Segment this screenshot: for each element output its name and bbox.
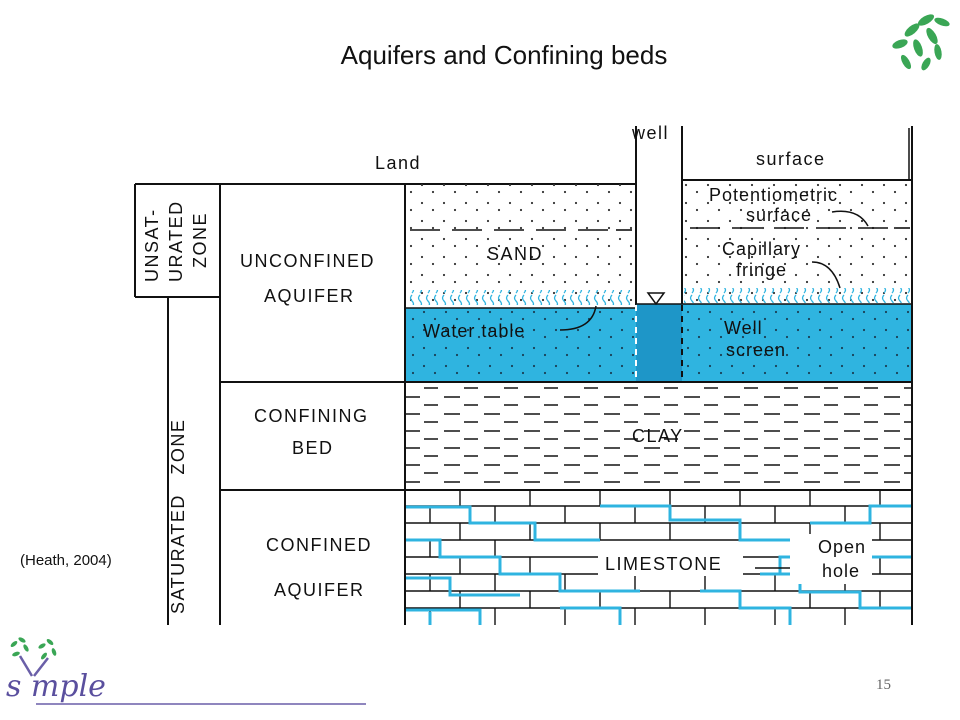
well-screen-label-2: screen [726, 340, 786, 360]
capillary-label-1: Capillary [722, 239, 801, 259]
svg-text:URATED: URATED [166, 200, 186, 282]
slide-title: Aquifers and Confining beds [340, 40, 668, 70]
unsaturated-zone-label: UNSAT- URATED ZONE [142, 200, 210, 282]
confined-aquifer-label-2: AQUIFER [274, 580, 365, 600]
clay-layer [405, 382, 912, 490]
capillary-fringe-right [684, 288, 910, 303]
well-screen-label-1: Well [724, 318, 763, 338]
limestone-label: LIMESTONE [605, 554, 722, 574]
citation-text: (Heath, 2004) [20, 552, 112, 569]
surface-label: surface [756, 149, 826, 169]
capillary-label-2: fringe [736, 260, 787, 280]
unconfined-aquifer-label-2: AQUIFER [264, 286, 355, 306]
sand-label: SAND [487, 244, 543, 264]
water-table-leader [559, 305, 597, 331]
brand-name: s mple [6, 669, 106, 704]
svg-text:ZONE: ZONE [190, 212, 210, 268]
water-level-triangle-icon [646, 292, 666, 306]
confined-aquifer-label-1: CONFINED [266, 535, 372, 555]
svg-text:UNSAT-: UNSAT- [142, 208, 162, 282]
potentiometric-label-2: surface [746, 205, 812, 225]
capillary-leader [811, 261, 841, 289]
limestone-layer [405, 490, 912, 625]
saturated-zone-label: SATURATED ZONE [168, 419, 188, 614]
sand-layer-right [682, 180, 912, 308]
confining-bed-label-2: BED [292, 438, 334, 458]
potentiometric-leader [831, 210, 869, 227]
potentiometric-label-1: Potentiometric [709, 185, 838, 205]
well-label: well [631, 123, 669, 143]
water-table-label: Water table [423, 321, 525, 341]
sand-layer-left [405, 184, 636, 308]
clay-label: CLAY [632, 426, 684, 446]
open-hole-label-1: Open [818, 537, 866, 557]
confining-bed-label-1: CONFINING [254, 406, 369, 426]
land-label: Land [375, 153, 421, 173]
unconfined-aquifer-label-1: UNCONFINED [240, 251, 375, 271]
leaf-logo-icon [892, 14, 950, 71]
capillary-fringe-left [407, 290, 633, 305]
page-number: 15 [876, 677, 891, 693]
open-hole-label-2: hole [822, 561, 860, 581]
well-water [636, 304, 682, 382]
symple-logo: s mple [6, 637, 366, 705]
